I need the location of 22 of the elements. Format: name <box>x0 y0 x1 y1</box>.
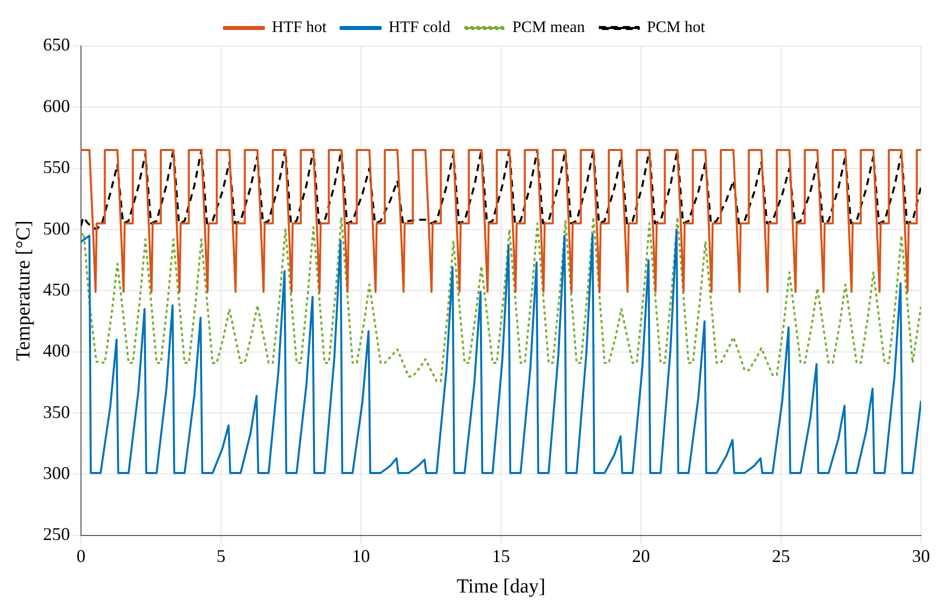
y-tick-label: 500 <box>43 218 70 238</box>
y-tick-label: 350 <box>43 402 70 422</box>
x-axis-title: Time [day] <box>456 575 546 598</box>
legend-label: PCM mean <box>512 19 585 36</box>
legend-label: HTF hot <box>272 19 328 36</box>
y-axis-title: Temperature [°C] <box>12 220 34 361</box>
y-tick-label: 650 <box>43 34 70 55</box>
x-tick-label: 10 <box>352 546 370 566</box>
y-tick-label: 300 <box>43 462 70 483</box>
y-tick-label: 250 <box>43 524 70 544</box>
x-tick-label: 0 <box>76 546 86 566</box>
x-tick-label: 5 <box>216 546 226 566</box>
x-tick-label: 25 <box>772 546 790 566</box>
y-tick-label: 600 <box>43 96 70 116</box>
x-tick-label: 15 <box>492 546 510 566</box>
y-tick-label: 550 <box>43 157 70 178</box>
y-tick-label: 450 <box>43 279 70 300</box>
legend-label: PCM hot <box>646 19 706 36</box>
x-tick-label: 20 <box>632 546 650 566</box>
y-tick-label: 400 <box>43 340 70 361</box>
legend-label: HTF cold <box>388 19 450 36</box>
x-tick-label: 30 <box>912 546 930 566</box>
